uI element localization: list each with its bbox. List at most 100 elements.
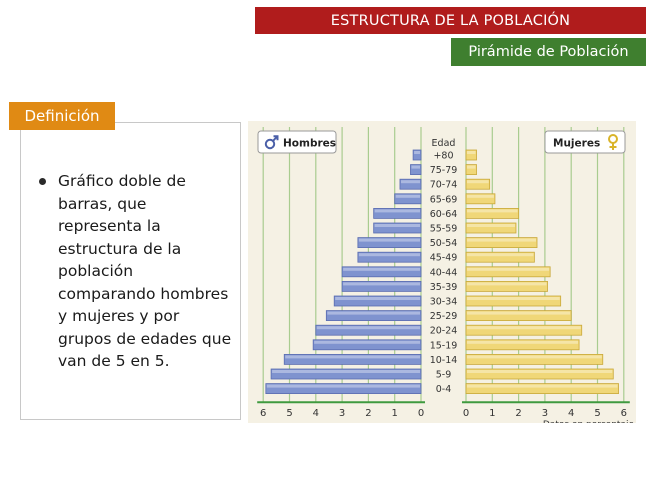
women-bar [465, 193, 496, 205]
x-tick-left: 5 [286, 408, 292, 419]
women-bar-highlight [467, 297, 560, 300]
women-bar-highlight [467, 267, 550, 271]
age-label: 30-34 [430, 297, 458, 308]
age-label: 40-44 [430, 267, 458, 278]
women-bar [465, 368, 614, 380]
women-bar [465, 353, 604, 365]
men-bar [341, 280, 422, 292]
men-bar-highlight [358, 253, 420, 257]
men-bar [373, 222, 422, 234]
men-bar-highlight [400, 180, 420, 184]
men-bar [315, 324, 422, 336]
women-bar [465, 310, 572, 322]
men-bar [265, 383, 422, 395]
x-tick-left: 6 [260, 408, 266, 419]
x-tick-right: 6 [621, 408, 627, 419]
men-bar [394, 193, 422, 205]
men-bar-highlight [285, 355, 420, 359]
men-bar [283, 353, 422, 365]
bullet-icon [39, 178, 46, 185]
women-bar-highlight [467, 326, 581, 330]
women-bar [465, 339, 580, 351]
women-bar-highlight [467, 194, 494, 198]
women-bar-highlight [467, 151, 476, 154]
men-bar [412, 149, 422, 161]
x-tick-left: 2 [365, 408, 371, 419]
definition-item: Gráfico doble de barras, que representa … [38, 170, 234, 373]
men-bar [270, 368, 422, 380]
women-bar [465, 251, 535, 263]
women-bar-highlight [467, 209, 518, 213]
age-label: 55-59 [430, 224, 458, 235]
women-bar-highlight [467, 180, 489, 184]
women-bar [465, 178, 491, 190]
male-symbol-icon [264, 138, 276, 150]
men-bar-highlight [395, 194, 420, 198]
men-bar-highlight [343, 267, 420, 271]
men-bar-highlight [272, 370, 420, 373]
page-title: ESTRUCTURA DE LA POBLACIÓN [255, 7, 646, 34]
x-tick-left: 4 [313, 408, 319, 419]
men-bar-highlight [343, 282, 420, 286]
men-bar-highlight [335, 297, 420, 300]
x-tick-right: 2 [515, 408, 521, 419]
men-bar [333, 295, 422, 307]
women-bar [465, 149, 477, 161]
women-bar-highlight [467, 311, 571, 315]
definition-list: Gráfico doble de barras, que representa … [38, 170, 234, 373]
women-bar-highlight [467, 282, 547, 286]
men-legend-label: Hombres [283, 138, 336, 150]
men-bar-highlight [414, 151, 420, 154]
women-legend-label: Mujeres [553, 138, 600, 150]
men-bar-highlight [374, 224, 420, 227]
male-symbol-icon-arrow [272, 135, 278, 142]
age-label: 25-29 [430, 311, 458, 322]
age-label: 5-9 [436, 370, 452, 381]
x-tick-right: 3 [542, 408, 548, 419]
age-label: 75-79 [430, 165, 458, 176]
women-bar [465, 237, 538, 248]
age-label: 50-54 [430, 238, 458, 249]
pyramid-svg: +8075-7970-7465-6960-6455-5950-5445-4940… [248, 121, 636, 430]
x-tick-left: 3 [339, 408, 345, 419]
men-bar-highlight [374, 209, 420, 213]
women-bar-highlight [467, 384, 618, 388]
men-bar [312, 339, 422, 351]
men-bar-highlight [316, 326, 420, 330]
men-bar [357, 237, 422, 248]
women-bar [465, 324, 583, 336]
x-tick-left: 1 [392, 408, 398, 419]
men-bar-highlight [314, 340, 420, 344]
women-bar-highlight [467, 253, 534, 257]
age-label: 70-74 [430, 180, 458, 191]
age-label: 45-49 [430, 253, 458, 264]
definition-box [20, 122, 241, 420]
age-label: 20-24 [430, 326, 458, 337]
men-bar [373, 208, 422, 219]
men-bar [325, 310, 422, 322]
men-bar [410, 164, 422, 175]
women-bar [465, 280, 548, 292]
men-bar-highlight [266, 384, 420, 388]
male-symbol-icon-head [273, 135, 279, 141]
women-legend [544, 130, 626, 154]
x-tick-right: 0 [463, 408, 469, 419]
definition-text: Gráfico doble de barras, que representa … [58, 172, 232, 370]
women-bar-highlight [467, 165, 476, 169]
women-bar [465, 383, 619, 395]
women-bar-highlight [467, 340, 579, 344]
women-bar-highlight [467, 224, 515, 227]
age-header: Edad [432, 138, 456, 149]
x-tick-right: 5 [594, 408, 600, 419]
definition-tab: Definición [9, 102, 115, 130]
women-bar [465, 164, 477, 175]
women-bar-highlight [467, 355, 602, 359]
age-label: 15-19 [430, 340, 458, 351]
age-label: 10-14 [430, 355, 458, 366]
age-label: 60-64 [430, 209, 458, 220]
men-bar [399, 178, 422, 190]
women-bar [465, 266, 551, 278]
women-bar [465, 208, 519, 219]
men-bar [357, 251, 422, 263]
x-tick-right: 4 [568, 408, 574, 419]
